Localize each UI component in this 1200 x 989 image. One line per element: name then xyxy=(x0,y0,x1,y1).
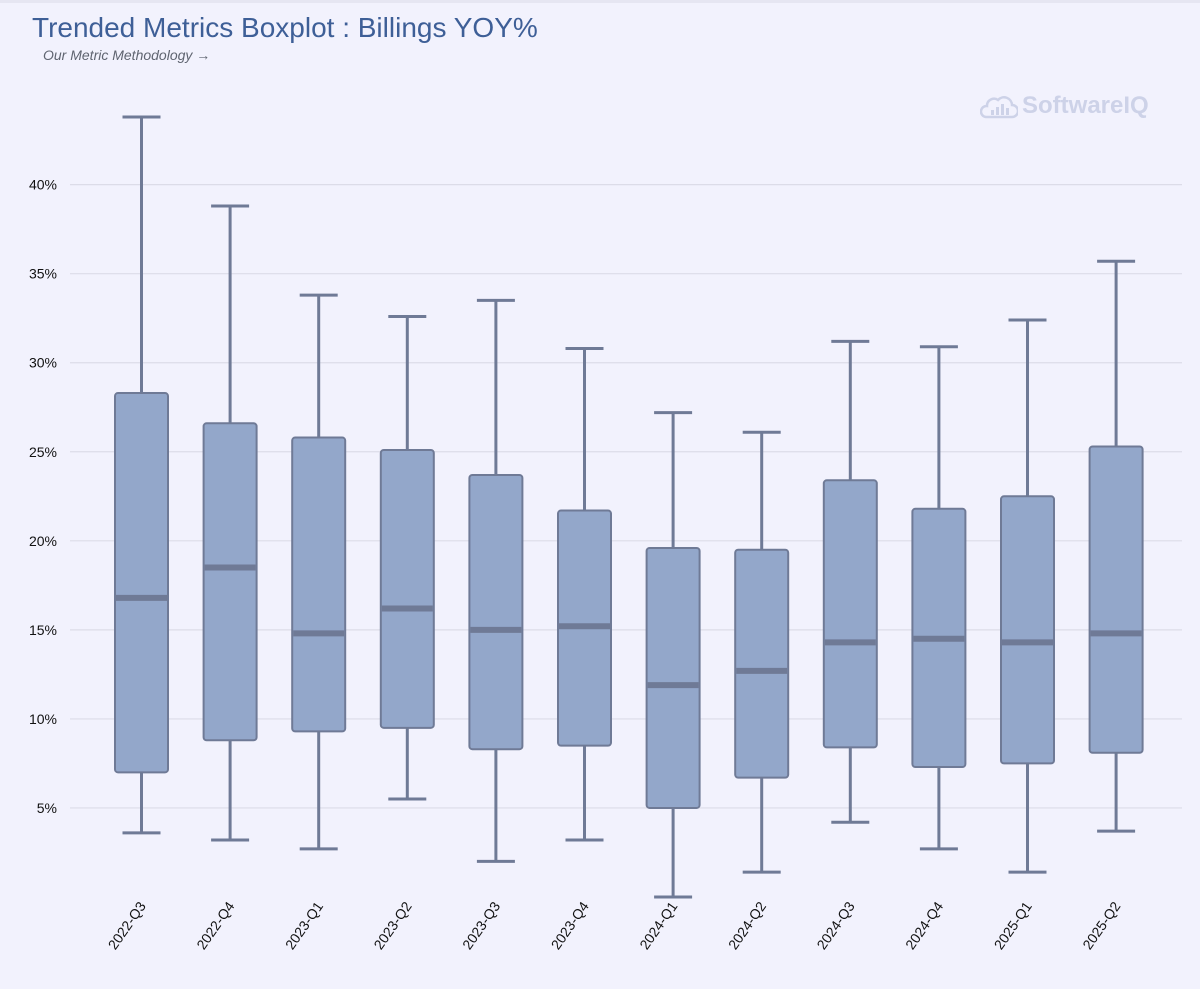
box-2024-Q1 xyxy=(645,411,701,899)
iqr-box xyxy=(645,546,701,809)
cloud-chart-icon xyxy=(980,93,1018,119)
box-2023-Q1 xyxy=(291,293,347,851)
y-axis-labels: 5% 10% 15% 20% 25% 30% 35% 40% xyxy=(29,177,57,816)
box-2023-Q2 xyxy=(379,314,435,801)
iqr-box xyxy=(291,436,347,733)
iqr-box xyxy=(1088,445,1144,754)
box-2022-Q4 xyxy=(202,204,258,842)
y-tick-label: 40% xyxy=(29,177,57,193)
watermark-text: SoftwareIQ xyxy=(1022,92,1149,119)
y-tick-label: 30% xyxy=(29,355,57,371)
box-2024-Q3 xyxy=(822,339,878,824)
y-tick-label: 25% xyxy=(29,444,57,460)
x-tick-label: 2022-Q3 xyxy=(105,898,149,952)
iqr-box xyxy=(379,449,435,729)
x-tick-label: 2023-Q4 xyxy=(548,898,592,952)
x-tick-label: 2023-Q1 xyxy=(282,898,326,952)
x-tick-label: 2024-Q4 xyxy=(902,898,946,952)
iqr-box xyxy=(202,422,258,742)
box-2023-Q4 xyxy=(557,346,612,842)
iqr-box xyxy=(822,479,878,749)
x-tick-label: 2024-Q2 xyxy=(725,898,769,952)
y-tick-label: 35% xyxy=(29,266,57,282)
y-tick-label: 10% xyxy=(29,711,57,727)
y-tick-label: 5% xyxy=(37,800,57,816)
x-tick-label: 2025-Q2 xyxy=(1079,898,1123,952)
x-tick-label: 2024-Q1 xyxy=(636,898,680,952)
box-2024-Q4 xyxy=(911,345,967,851)
x-tick-label: 2025-Q1 xyxy=(991,898,1035,952)
y-tick-label: 20% xyxy=(29,533,57,549)
x-axis-labels: 2022-Q3 2022-Q4 2023-Q1 2023-Q2 2023-Q3 2023-… xyxy=(105,898,1124,952)
softwareiq-watermark: SoftwareIQ xyxy=(980,92,1149,120)
top-rule xyxy=(0,0,1200,3)
y-tick-label: 15% xyxy=(29,622,57,638)
box-2025-Q2 xyxy=(1088,259,1144,833)
x-tick-label: 2024-Q3 xyxy=(813,898,857,952)
methodology-link[interactable]: Our Metric Methodology → xyxy=(43,47,211,63)
iqr-box xyxy=(114,392,169,774)
x-tick-label: 2023-Q3 xyxy=(459,898,503,952)
iqr-box xyxy=(468,473,524,751)
boxes xyxy=(114,115,1144,899)
x-tick-label: 2022-Q4 xyxy=(193,898,237,952)
iqr-box xyxy=(734,548,790,779)
page-title: Trended Metrics Boxplot : Billings YOY% xyxy=(32,12,538,43)
iqr-box xyxy=(1000,495,1055,765)
x-tick-label: 2023-Q2 xyxy=(370,898,414,952)
box-2024-Q2 xyxy=(734,430,790,874)
box-2025-Q1 xyxy=(1000,318,1055,874)
box-2022-Q3 xyxy=(114,115,169,835)
box-2023-Q3 xyxy=(468,298,524,863)
